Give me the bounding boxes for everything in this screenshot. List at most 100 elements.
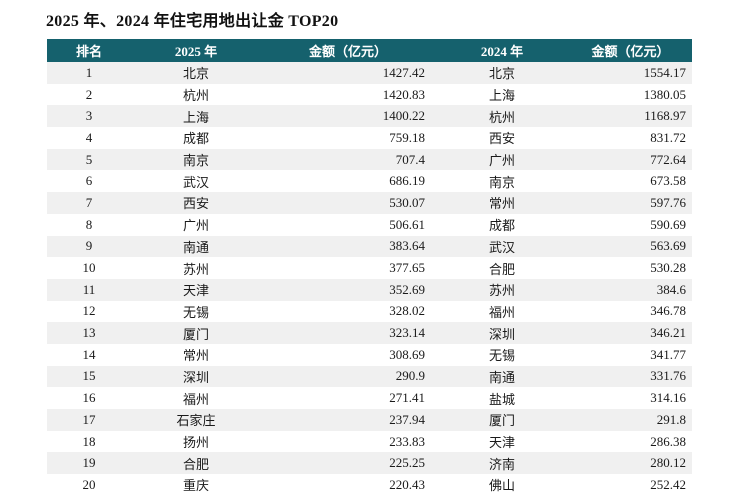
cell-city-2024: 杭州 [488, 109, 515, 125]
cell-amount-2025: 377.65 [389, 260, 425, 276]
cell-city-2025: 北京 [182, 66, 209, 82]
cell-city-2025: 上海 [182, 109, 209, 125]
cell-city-2024: 北京 [488, 66, 515, 82]
cell-city-2025: 西安 [182, 196, 209, 212]
cell-rank: 20 [82, 476, 96, 492]
cell-amount-2024: 1554.17 [643, 64, 686, 80]
col-header-amount-2024: 金额（亿元） [569, 39, 692, 62]
cell-rank: 13 [82, 325, 96, 341]
table-row: 1 北京 1427.42 北京 1554.17 [47, 62, 692, 84]
cell-city-2024: 武汉 [488, 239, 515, 255]
table-row: 9 南通 383.64 武汉 563.69 [47, 235, 692, 258]
table-row: 17 石家庄 237.94 厦门 291.8 [47, 409, 692, 431]
cell-rank: 19 [82, 455, 96, 471]
cell-rank: 16 [82, 390, 96, 406]
cell-city-2024: 苏州 [488, 283, 515, 299]
cell-amount-2024: 280.12 [650, 455, 686, 471]
cell-city-2025: 扬州 [182, 435, 209, 451]
cell-amount-2025: 1420.83 [382, 86, 425, 102]
table-body: 1 北京 1427.42 北京 1554.17 2 杭州 1420.83 上海 1380.05 3 上… [47, 62, 692, 496]
table-row: 13 厦门 323.14 深圳 346.21 [47, 322, 692, 344]
cell-amount-2025: 383.64 [389, 238, 425, 254]
cell-amount-2025: 686.19 [389, 173, 425, 189]
table-header-row: 排名 2025 年 金额（亿元） 2024 年 金额（亿元） [47, 39, 692, 62]
cell-city-2025: 常州 [182, 348, 209, 364]
cell-city-2024: 成都 [488, 218, 515, 234]
cell-rank: 15 [82, 368, 96, 384]
table-row: 2 杭州 1420.83 上海 1380.05 [47, 83, 692, 106]
cell-amount-2024: 341.77 [650, 346, 686, 362]
cell-amount-2024: 252.42 [650, 476, 686, 492]
cell-amount-2025: 707.4 [395, 151, 425, 167]
cell-city-2024: 佛山 [488, 478, 515, 494]
cell-city-2024: 合肥 [488, 261, 515, 277]
table-row: 18 扬州 233.83 天津 286.38 [47, 430, 692, 453]
page-title: 2025 年、2024 年住宅用地出让金 TOP20 [46, 13, 339, 30]
cell-amount-2024: 530.28 [650, 260, 686, 276]
cell-rank: 1 [85, 64, 93, 80]
cell-amount-2025: 759.18 [389, 129, 425, 145]
cell-rank: 12 [82, 303, 96, 319]
cell-city-2025: 南京 [182, 153, 209, 169]
table-row: 12 无锡 328.02 福州 346.78 [47, 300, 692, 323]
cell-city-2025: 南通 [182, 239, 209, 255]
cell-amount-2024: 346.78 [650, 303, 686, 319]
cell-city-2024: 西安 [488, 131, 515, 147]
cell-rank: 6 [85, 173, 93, 189]
table-row: 6 武汉 686.19 南京 673.58 [47, 170, 692, 193]
cell-rank: 2 [85, 86, 93, 102]
cell-amount-2025: 225.25 [389, 455, 425, 471]
cell-rank: 17 [82, 411, 96, 427]
cell-city-2025: 深圳 [182, 369, 209, 385]
table-row: 14 常州 308.69 无锡 341.77 [47, 343, 692, 366]
cell-city-2025: 福州 [182, 391, 209, 407]
cell-amount-2024: 384.6 [656, 281, 686, 297]
col-header-rank: 排名 [47, 39, 131, 62]
cell-city-2024: 无锡 [488, 348, 515, 364]
cell-rank: 10 [82, 260, 96, 276]
cell-amount-2024: 673.58 [650, 173, 686, 189]
cell-amount-2024: 831.72 [650, 129, 686, 145]
cell-city-2025: 广州 [182, 218, 209, 234]
cell-amount-2025: 308.69 [389, 346, 425, 362]
table-row: 7 西安 530.07 常州 597.76 [47, 192, 692, 214]
table-row: 15 深圳 290.9 南通 331.76 [47, 365, 692, 388]
cell-amount-2025: 233.83 [389, 433, 425, 449]
cell-city-2025: 天津 [182, 283, 209, 299]
cell-amount-2024: 286.38 [650, 433, 686, 449]
table-row: 11 天津 352.69 苏州 384.6 [47, 278, 692, 301]
col-header-city-2024: 2024 年 [435, 39, 569, 62]
cell-city-2025: 重庆 [182, 478, 209, 494]
cell-amount-2024: 291.8 [656, 411, 686, 427]
cell-amount-2025: 328.02 [389, 303, 425, 319]
cell-city-2024: 南京 [488, 174, 515, 190]
cell-rank: 3 [85, 108, 93, 124]
cell-amount-2025: 237.94 [389, 411, 425, 427]
cell-city-2024: 福州 [488, 304, 515, 320]
cell-rank: 9 [85, 238, 93, 254]
cell-city-2025: 合肥 [182, 456, 209, 472]
cell-amount-2025: 1400.22 [382, 108, 425, 124]
table-row: 5 南京 707.4 广州 772.64 [47, 148, 692, 171]
cell-amount-2025: 530.07 [389, 194, 425, 210]
cell-amount-2025: 220.43 [389, 476, 425, 492]
table-row: 20 重庆 220.43 佛山 252.42 [47, 474, 692, 496]
cell-amount-2024: 772.64 [650, 151, 686, 167]
cell-rank: 7 [85, 194, 93, 210]
cell-city-2024: 南通 [488, 369, 515, 385]
cell-amount-2024: 1168.97 [644, 108, 686, 124]
cell-city-2024: 深圳 [488, 326, 515, 342]
table-row: 3 上海 1400.22 杭州 1168.97 [47, 105, 692, 128]
cell-rank: 14 [82, 346, 96, 362]
cell-city-2024: 常州 [488, 196, 515, 212]
table-row: 10 苏州 377.65 合肥 530.28 [47, 257, 692, 279]
cell-city-2025: 无锡 [182, 304, 209, 320]
cell-amount-2025: 506.61 [389, 216, 425, 232]
cell-amount-2024: 346.21 [650, 325, 686, 341]
cell-amount-2024: 314.16 [650, 390, 686, 406]
cell-amount-2024: 597.76 [650, 194, 686, 210]
cell-city-2025: 石家庄 [176, 413, 216, 429]
cell-rank: 11 [82, 281, 96, 297]
table-row: 19 合肥 225.25 济南 280.12 [47, 452, 692, 475]
